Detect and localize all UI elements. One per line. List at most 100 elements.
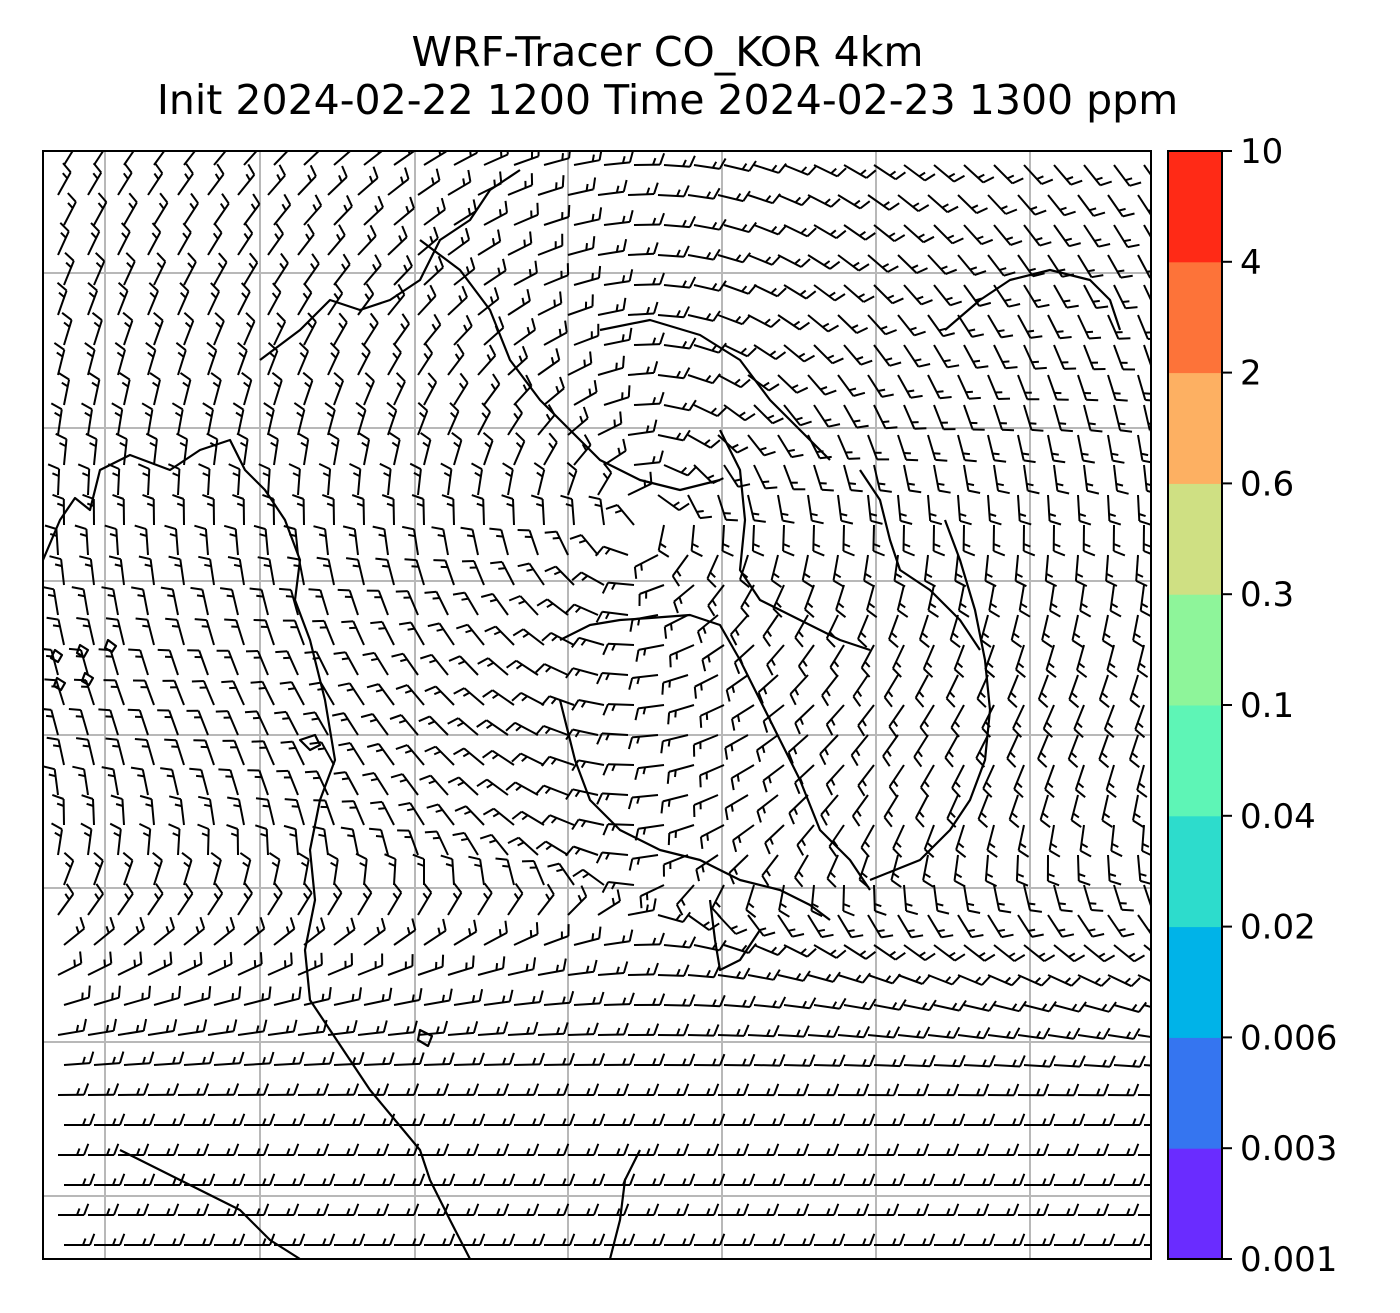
wind-barb (569, 534, 599, 556)
wind-barb (843, 344, 873, 366)
wind-barb (825, 764, 845, 796)
coastline-segment (52, 676, 67, 692)
wind-barb (145, 432, 158, 466)
wind-barb (987, 194, 1018, 215)
wind-barb (851, 794, 869, 827)
wind-barb (1083, 344, 1106, 371)
wind-barb (536, 598, 569, 616)
wind-barb (337, 682, 365, 706)
wind-barb (52, 493, 65, 526)
wind-barb (275, 650, 299, 676)
wind-barb (210, 372, 222, 406)
wind-barb (157, 648, 179, 676)
wind-barb (565, 603, 599, 616)
wind-barb (387, 225, 408, 256)
wind-barb (594, 545, 629, 557)
wind-barb (273, 986, 302, 1006)
colorbar-tick-label: 0.003 (1240, 1129, 1337, 1169)
wind-barb (813, 284, 846, 302)
wind-barb (216, 649, 239, 676)
wind-barb (145, 342, 157, 376)
wind-barb (453, 687, 485, 706)
wind-barb (418, 1143, 450, 1156)
wind-barb (567, 351, 593, 376)
wind-barb (1107, 1083, 1140, 1097)
wind-barb (1106, 644, 1118, 678)
wind-barb (1073, 704, 1085, 739)
wind-barb (397, 829, 419, 856)
wind-barb (447, 402, 460, 436)
wind-barb (537, 291, 563, 316)
wind-barb (115, 432, 128, 466)
wind-barb (1138, 1214, 1151, 1216)
wind-barb (821, 674, 839, 707)
wind-barb (453, 314, 473, 346)
wind-barb (512, 628, 545, 646)
wind-barb (164, 738, 185, 766)
wind-barb (1053, 884, 1073, 913)
wind-barb (366, 683, 395, 706)
wind-barb (1137, 974, 1151, 983)
wind-barb (297, 432, 310, 466)
colorbar-tick-label: 0.6 (1240, 464, 1294, 504)
wind-barb (828, 824, 845, 857)
wind-barb (477, 956, 506, 976)
wind-barb (471, 462, 483, 496)
wind-barb (363, 312, 379, 346)
wind-barb (807, 374, 837, 396)
wind-barb (424, 745, 455, 766)
wind-barb (165, 617, 185, 646)
wind-barb (596, 672, 629, 685)
wind-barb (153, 985, 182, 1006)
wind-barb (1107, 314, 1131, 340)
wind-barb (226, 823, 239, 856)
wind-barb (513, 990, 544, 1006)
colorbar-segment (1168, 594, 1222, 706)
wind-barb (814, 1113, 846, 1126)
wind-barb (629, 614, 659, 632)
wind-barb (177, 951, 203, 976)
wind-barb (360, 713, 389, 736)
wind-barb (717, 314, 752, 326)
wind-barb (1045, 644, 1057, 678)
wind-barb (357, 342, 371, 376)
wind-barb (274, 1233, 306, 1246)
wind-barb (366, 742, 395, 766)
wind-barb (857, 704, 875, 737)
wind-barb (207, 163, 225, 196)
wind-barb (934, 1173, 966, 1186)
wind-barb (819, 734, 839, 766)
wind-barb (447, 1021, 479, 1036)
colorbar-tick-label: 0.1 (1240, 686, 1294, 726)
wind-barb (903, 1054, 936, 1068)
wind-barb (1074, 554, 1088, 588)
wind-barb (794, 704, 815, 735)
wind-barb (837, 1025, 871, 1039)
wind-barb (993, 884, 1012, 914)
wind-barb (657, 245, 690, 258)
wind-barb (813, 1054, 846, 1067)
wind-barb (1006, 734, 1019, 768)
wind-barb (447, 717, 479, 736)
wind-barb (657, 911, 692, 923)
wind-barb (213, 986, 242, 1006)
wind-barb (88, 1203, 120, 1216)
wind-barb (825, 704, 845, 736)
wind-barb (567, 294, 594, 316)
wind-barb (395, 590, 419, 616)
wind-barb (1017, 914, 1044, 938)
wind-barb (316, 556, 335, 586)
wind-barb (537, 883, 555, 916)
wind-barb (303, 1051, 335, 1066)
wind-barb (482, 749, 515, 766)
wind-barb (666, 764, 695, 784)
wind-barb (171, 402, 184, 436)
wind-barb (1053, 344, 1077, 370)
wind-barb (177, 1083, 210, 1096)
wind-barb (987, 1083, 1020, 1097)
title-line-1: WRF-Tracer CO_KOR 4km (411, 28, 924, 76)
wind-barb (543, 151, 571, 166)
wind-barb (1136, 764, 1148, 798)
wind-barb (923, 824, 935, 859)
wind-barb (605, 504, 635, 526)
